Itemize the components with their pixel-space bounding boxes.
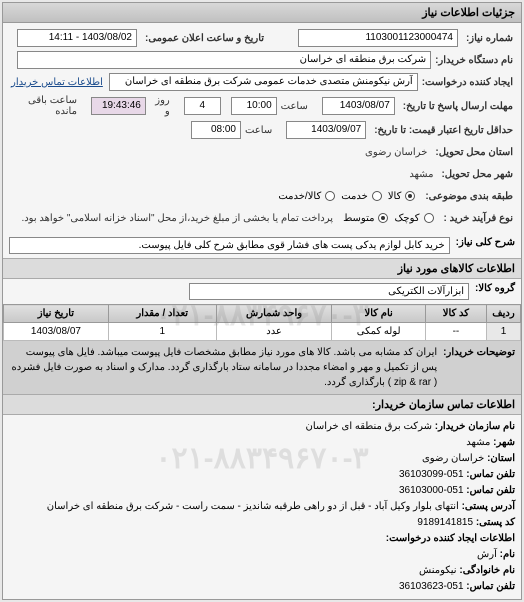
contact-address-label: آدرس پستی:	[462, 501, 515, 512]
contact-address: انتهای بلوار وکیل آباد - قبل از دو راهی …	[47, 501, 459, 512]
deadline-time: 10:00	[231, 97, 277, 115]
announce-label: تاریخ و ساعت اعلان عمومی:	[141, 33, 264, 44]
needing-unit-label: نام دستگاه خریدار:	[431, 55, 513, 66]
contact-city: مشهد	[466, 437, 490, 448]
contact-link[interactable]: اطلاعات تماس خریدار	[11, 77, 103, 88]
contact-org: شرکت برق منطقه ای خراسان	[305, 421, 432, 432]
process-label: نوع فرآیند خرید :	[440, 213, 513, 224]
radio-icon	[405, 191, 415, 201]
th-unit: واحد شمارش	[216, 305, 332, 323]
contact-section: ۰۲۱-۸۸۳۴۹۶۷۰-۳ نام سازمان خریدار: شرکت ب…	[3, 415, 521, 599]
need-number-value: 1103001123000474	[298, 29, 458, 47]
creator-name: آرش	[477, 549, 497, 560]
creator-section-title: اطلاعات ایجاد کننده درخواست:	[9, 531, 515, 547]
need-number-label: شماره نیاز:	[462, 33, 513, 44]
cell-row: 1	[487, 323, 521, 341]
province-value: خراسان رضوی	[365, 147, 431, 158]
announce-value: 1403/08/02 - 14:11	[17, 29, 137, 47]
goods-section-title: اطلاعات کالاهای مورد نیاز	[3, 258, 521, 279]
validity-date: 1403/09/07	[286, 121, 366, 139]
creator-value: آرش نیکومنش متصدی خدمات عمومی شرکت برق م…	[109, 73, 418, 91]
remaining-days-label: روز و	[150, 95, 174, 117]
contact-province: خراسان رضوی	[422, 453, 484, 464]
contact-province-label: استان:	[487, 453, 515, 464]
province-label: استان محل تحویل:	[431, 147, 513, 158]
category-goods-radio[interactable]: کالا	[388, 191, 416, 202]
radio-icon	[378, 213, 388, 223]
th-date: تاریخ نیاز	[4, 305, 109, 323]
creator-phone: 051-36103623	[399, 581, 464, 592]
th-code: کد کالا	[425, 305, 486, 323]
remaining-time: 19:43:46	[91, 97, 146, 115]
cell-code: --	[425, 323, 486, 341]
cell-qty: 1	[108, 323, 216, 341]
panel-title: جزئیات اطلاعات نیاز	[3, 3, 521, 23]
category-service-radio[interactable]: خدمت	[341, 191, 382, 202]
notes-text: ایران کد مشابه می باشد. کالا های مورد نی…	[9, 345, 437, 390]
details-panel: جزئیات اطلاعات نیاز شماره نیاز: 11030011…	[2, 2, 522, 600]
creator-label: ایجاد کننده درخواست:	[418, 77, 513, 88]
contact-section-title: اطلاعات تماس سازمان خریدار:	[3, 394, 521, 415]
validity-label: حداقل تاریخ اعتبار قیمت: تا تاریخ:	[370, 125, 513, 136]
city-label: شهر محل تحویل:	[437, 169, 513, 180]
contact-phone: 051-36103099	[399, 469, 464, 480]
validity-time-label: ساعت	[245, 125, 276, 136]
cell-name: لوله کمکی	[332, 323, 425, 341]
remaining-suffix: ساعت باقی مانده	[11, 95, 81, 117]
buyer-notes: توضیحات خریدار: ایران کد مشابه می باشد. …	[3, 341, 521, 394]
city-value: مشهد	[409, 169, 437, 180]
creator-name-label: نام:	[500, 549, 515, 560]
process-small-radio[interactable]: کوچک	[394, 213, 433, 224]
form-section: شماره نیاز: 1103001123000474 تاریخ و ساع…	[3, 23, 521, 233]
need-desc-text: خرید کابل لوازم یدکی پست های فشار قوی مط…	[9, 237, 450, 254]
contact-city-label: شهر:	[493, 437, 515, 448]
deadline-date: 1403/08/07	[322, 97, 395, 115]
proc-small-label: کوچک	[394, 213, 419, 224]
needing-unit-value: شرکت برق منطقه ای خراسان	[17, 51, 431, 69]
goods-group-value: ابزارآلات الکتریکی	[189, 283, 469, 300]
contact-phone-label: تلفن تماس:	[466, 469, 515, 480]
contact-fax-label: تلفن تماس:	[466, 485, 515, 496]
category-goods-service-radio[interactable]: کالا/خدمت	[278, 191, 335, 202]
cat-service-label: خدمت	[341, 191, 368, 202]
deadline-time-label: ساعت	[281, 101, 312, 112]
deadline-label: مهلت ارسال پاسخ تا تاریخ:	[399, 101, 513, 112]
proc-medium-label: متوسط	[343, 213, 374, 224]
th-name: نام کالا	[332, 305, 425, 323]
th-row: ردیف	[487, 305, 521, 323]
radio-icon	[424, 213, 434, 223]
cell-unit: عدد	[216, 323, 332, 341]
goods-group-label: گروه کالا:	[469, 283, 515, 300]
th-qty: تعداد / مقدار	[108, 305, 216, 323]
contact-postal-label: کد پستی:	[476, 517, 515, 528]
process-note: پرداخت تمام یا بخشی از مبلغ خرید،از محل …	[21, 213, 337, 224]
cell-date: 1403/08/07	[4, 323, 109, 341]
need-desc-row: شرح کلی نیاز: خرید کابل لوازم یدکی پست ه…	[3, 233, 521, 258]
remaining-days: 4	[184, 97, 221, 115]
need-desc-label: شرح کلی نیاز:	[450, 237, 515, 254]
radio-icon	[325, 191, 335, 201]
validity-time: 08:00	[191, 121, 241, 139]
notes-label: توضیحات خریدار:	[437, 345, 515, 390]
creator-phone-label: تلفن تماس:	[466, 581, 515, 592]
contact-org-label: نام سازمان خریدار:	[435, 421, 515, 432]
contact-fax: 051-36103000	[399, 485, 464, 496]
table-row: 1 -- لوله کمکی عدد 1 1403/08/07	[4, 323, 521, 341]
process-medium-radio[interactable]: متوسط	[343, 213, 388, 224]
cat-goods-label: کالا	[388, 191, 402, 202]
category-label: طبقه بندی موضوعی:	[421, 191, 513, 202]
creator-family: نیکومنش	[419, 565, 457, 576]
contact-postal: 9189141815	[417, 517, 473, 528]
creator-family-label: نام خانوادگی:	[459, 565, 515, 576]
goods-table: ردیف کد کالا نام کالا واحد شمارش تعداد /…	[3, 304, 521, 341]
cat-goods-service-label: کالا/خدمت	[278, 191, 321, 202]
radio-icon	[372, 191, 382, 201]
